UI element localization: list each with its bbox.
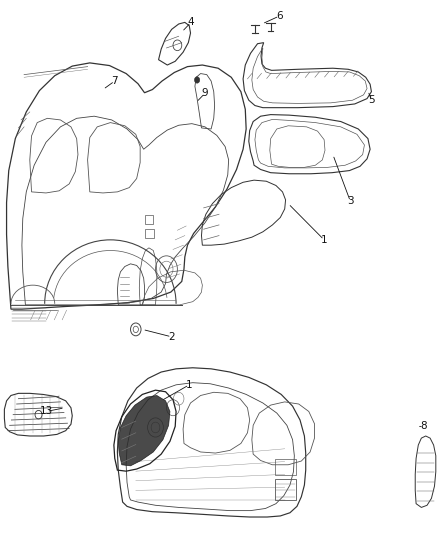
Bar [145, 215, 153, 224]
Text: 3: 3 [347, 197, 354, 206]
Text: 5: 5 [368, 95, 375, 105]
Text: 4: 4 [187, 18, 194, 27]
Text: 1: 1 [186, 380, 193, 390]
Bar [275, 459, 296, 475]
Text: 8: 8 [420, 422, 427, 431]
Text: 2: 2 [168, 332, 175, 342]
Circle shape [194, 77, 200, 83]
Text: 6: 6 [276, 11, 283, 21]
Bar [145, 229, 154, 238]
Bar [275, 479, 296, 500]
Text: 1: 1 [321, 235, 328, 245]
Text: 7: 7 [111, 76, 118, 86]
Text: 9: 9 [201, 88, 208, 98]
Text: 13: 13 [40, 407, 53, 416]
Polygon shape [118, 395, 170, 466]
